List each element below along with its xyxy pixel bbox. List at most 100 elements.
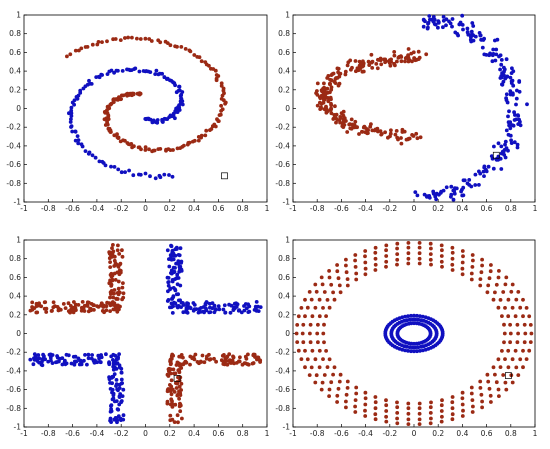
red-point <box>316 340 320 345</box>
red-point <box>303 348 307 353</box>
blue-point <box>428 333 433 337</box>
blue-point <box>480 45 485 50</box>
red-point <box>491 365 496 370</box>
blue-point <box>410 345 415 350</box>
red-point <box>493 290 497 295</box>
blue-point <box>86 352 91 357</box>
red-point <box>187 48 192 53</box>
blue-point <box>525 102 529 107</box>
blue-point <box>467 178 472 182</box>
x-tick-label: 0.6 <box>481 429 493 438</box>
red-point <box>486 379 491 384</box>
red-point <box>357 59 362 64</box>
red-point <box>524 357 529 361</box>
blue-point <box>108 418 112 423</box>
blue-point <box>482 174 486 179</box>
blue-point <box>504 96 508 100</box>
red-point <box>382 57 386 62</box>
blue-point <box>137 69 142 74</box>
blue-point <box>425 195 429 199</box>
blue-point <box>75 134 80 139</box>
red-point <box>301 322 306 327</box>
y-tick-label: -0.2 <box>6 348 21 357</box>
marker-square <box>221 172 228 180</box>
blue-point <box>181 310 186 315</box>
red-point <box>331 372 335 377</box>
red-point <box>195 360 200 364</box>
blue-point <box>109 409 114 413</box>
red-point <box>406 47 411 51</box>
x-tick-label: 0.4 <box>456 429 468 438</box>
red-point <box>516 290 521 294</box>
red-point <box>527 348 532 353</box>
red-point <box>171 148 175 152</box>
x-tick-label: 0.6 <box>212 429 224 438</box>
red-point <box>111 303 116 307</box>
red-point <box>528 323 533 327</box>
red-point <box>406 251 411 256</box>
red-point <box>301 340 306 345</box>
red-point <box>242 361 247 366</box>
red-point <box>384 419 389 424</box>
blue-point <box>415 349 419 354</box>
red-point <box>480 257 484 262</box>
red-point <box>108 130 113 134</box>
blue-point <box>221 307 226 312</box>
blue-point <box>499 167 504 171</box>
red-point <box>308 331 312 336</box>
red-point <box>320 282 325 287</box>
red-point <box>299 306 304 310</box>
red-point <box>314 289 319 294</box>
red-point <box>361 61 366 66</box>
blue-point <box>133 66 138 71</box>
blue-point <box>188 305 192 310</box>
red-point <box>310 314 315 319</box>
red-point <box>118 261 123 266</box>
x-tick-label: -1 <box>20 429 28 438</box>
x-tick-label: -0.8 <box>310 429 325 438</box>
red-point <box>115 248 120 253</box>
blue-point <box>498 53 503 58</box>
red-point <box>203 133 208 138</box>
blue-point <box>418 314 422 318</box>
y-tick-label: -0.4 <box>6 366 21 375</box>
red-point <box>373 262 378 267</box>
red-point <box>258 358 263 363</box>
red-point <box>439 254 444 258</box>
red-point <box>341 109 346 114</box>
y-tick-label: 0 <box>285 329 290 338</box>
blue-point <box>514 96 519 101</box>
red-point <box>450 256 455 261</box>
red-point <box>111 37 115 42</box>
blue-point <box>69 105 74 110</box>
red-point <box>143 36 148 41</box>
red-point <box>353 258 357 263</box>
red-point <box>386 135 390 140</box>
red-point <box>349 67 353 72</box>
red-point <box>354 277 359 282</box>
red-point <box>487 386 492 391</box>
red-point <box>178 391 183 396</box>
red-point <box>461 254 465 259</box>
red-point <box>361 69 366 74</box>
red-point <box>506 348 511 353</box>
blue-point <box>107 362 112 367</box>
red-point <box>327 305 332 310</box>
red-point <box>83 45 88 49</box>
x-tick-label: -1 <box>289 204 297 213</box>
red-point <box>106 113 111 118</box>
red-point <box>345 283 350 288</box>
blue-point <box>502 65 506 70</box>
blue-point <box>114 378 119 382</box>
red-point <box>180 416 184 421</box>
red-point <box>63 306 68 310</box>
red-point <box>522 340 527 345</box>
red-point <box>322 107 327 111</box>
red-point <box>227 352 232 357</box>
red-point <box>170 354 174 358</box>
x-tick-label: 0.8 <box>505 204 517 213</box>
red-point <box>56 308 61 313</box>
red-point <box>44 310 49 314</box>
blue-point <box>105 72 110 76</box>
red-point <box>370 66 375 70</box>
